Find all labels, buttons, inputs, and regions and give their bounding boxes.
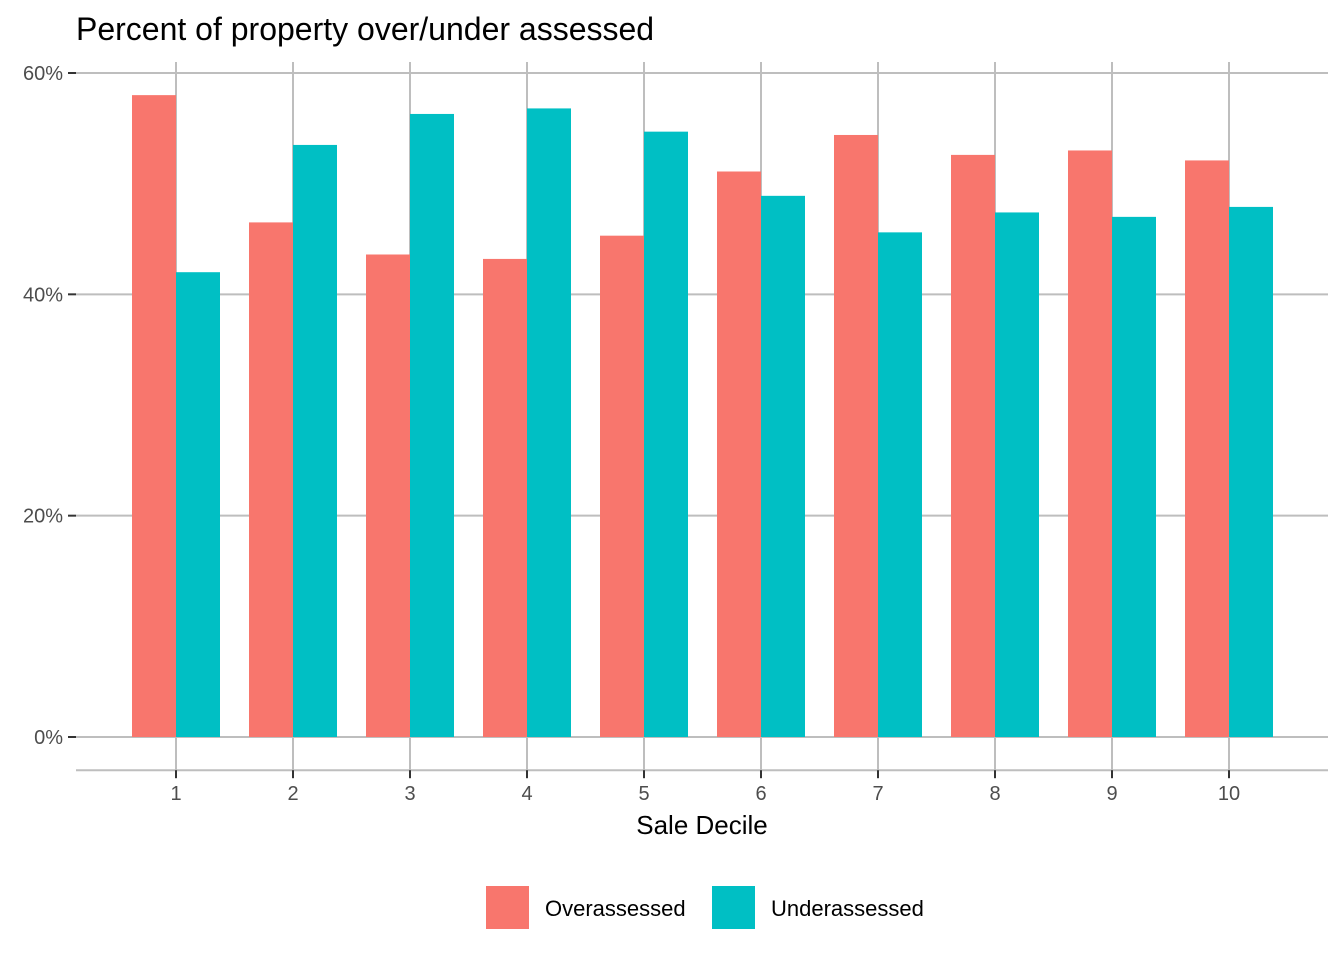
x-tick-label: 6 <box>755 783 766 805</box>
bar-underassessed-5 <box>644 131 688 738</box>
bar-underassessed-10 <box>1229 206 1273 737</box>
bar-overassessed-4 <box>483 258 527 737</box>
x-axis-title: Sale Decile <box>636 810 768 840</box>
bar-overassessed-2 <box>249 222 293 737</box>
bar-underassessed-4 <box>527 108 571 737</box>
bar-underassessed-6 <box>761 195 805 738</box>
chart-title: Percent of property over/under assessed <box>76 11 654 47</box>
bar-overassessed-1 <box>132 95 176 738</box>
bar-underassessed-1 <box>176 272 220 737</box>
x-tick-label: 1 <box>170 783 181 805</box>
bar-overassessed-7 <box>834 134 878 737</box>
bar-overassessed-3 <box>366 254 410 737</box>
legend-key-overassessed <box>486 886 529 929</box>
bar-overassessed-5 <box>600 235 644 737</box>
x-tick-label: 10 <box>1218 783 1240 805</box>
axis-layer: 0% 20% 40% 60% 1 2 3 4 5 6 7 8 9 10 <box>23 63 1328 805</box>
y-tick-label: 60% <box>23 63 63 85</box>
bar-overassessed-8 <box>951 154 995 738</box>
bar-overassessed-9 <box>1068 150 1112 737</box>
bar-overassessed-10 <box>1185 160 1229 738</box>
y-tick-label: 0% <box>34 727 63 749</box>
y-tick-label: 40% <box>23 284 63 306</box>
x-tick-label: 4 <box>521 783 532 805</box>
x-tick-label: 9 <box>1106 783 1117 805</box>
x-tick-label: 7 <box>872 783 883 805</box>
y-tick-label: 20% <box>23 506 63 528</box>
legend-label-underassessed: Underassessed <box>771 896 924 921</box>
bar-underassessed-8 <box>995 212 1039 737</box>
x-tick-label: 8 <box>989 783 1000 805</box>
bar-underassessed-7 <box>878 232 922 738</box>
bar-layer <box>132 95 1273 738</box>
bar-overassessed-6 <box>717 171 761 737</box>
bar-underassessed-9 <box>1112 216 1156 737</box>
x-tick-label: 3 <box>404 783 415 805</box>
legend-key-underassessed <box>712 886 755 929</box>
legend-label-overassessed: Overassessed <box>545 896 686 921</box>
x-tick-label: 5 <box>638 783 649 805</box>
x-tick-label: 2 <box>287 783 298 805</box>
legend: Overassessed Underassessed <box>486 886 924 929</box>
bar-underassessed-2 <box>293 144 337 737</box>
bar-underassessed-3 <box>410 113 454 738</box>
